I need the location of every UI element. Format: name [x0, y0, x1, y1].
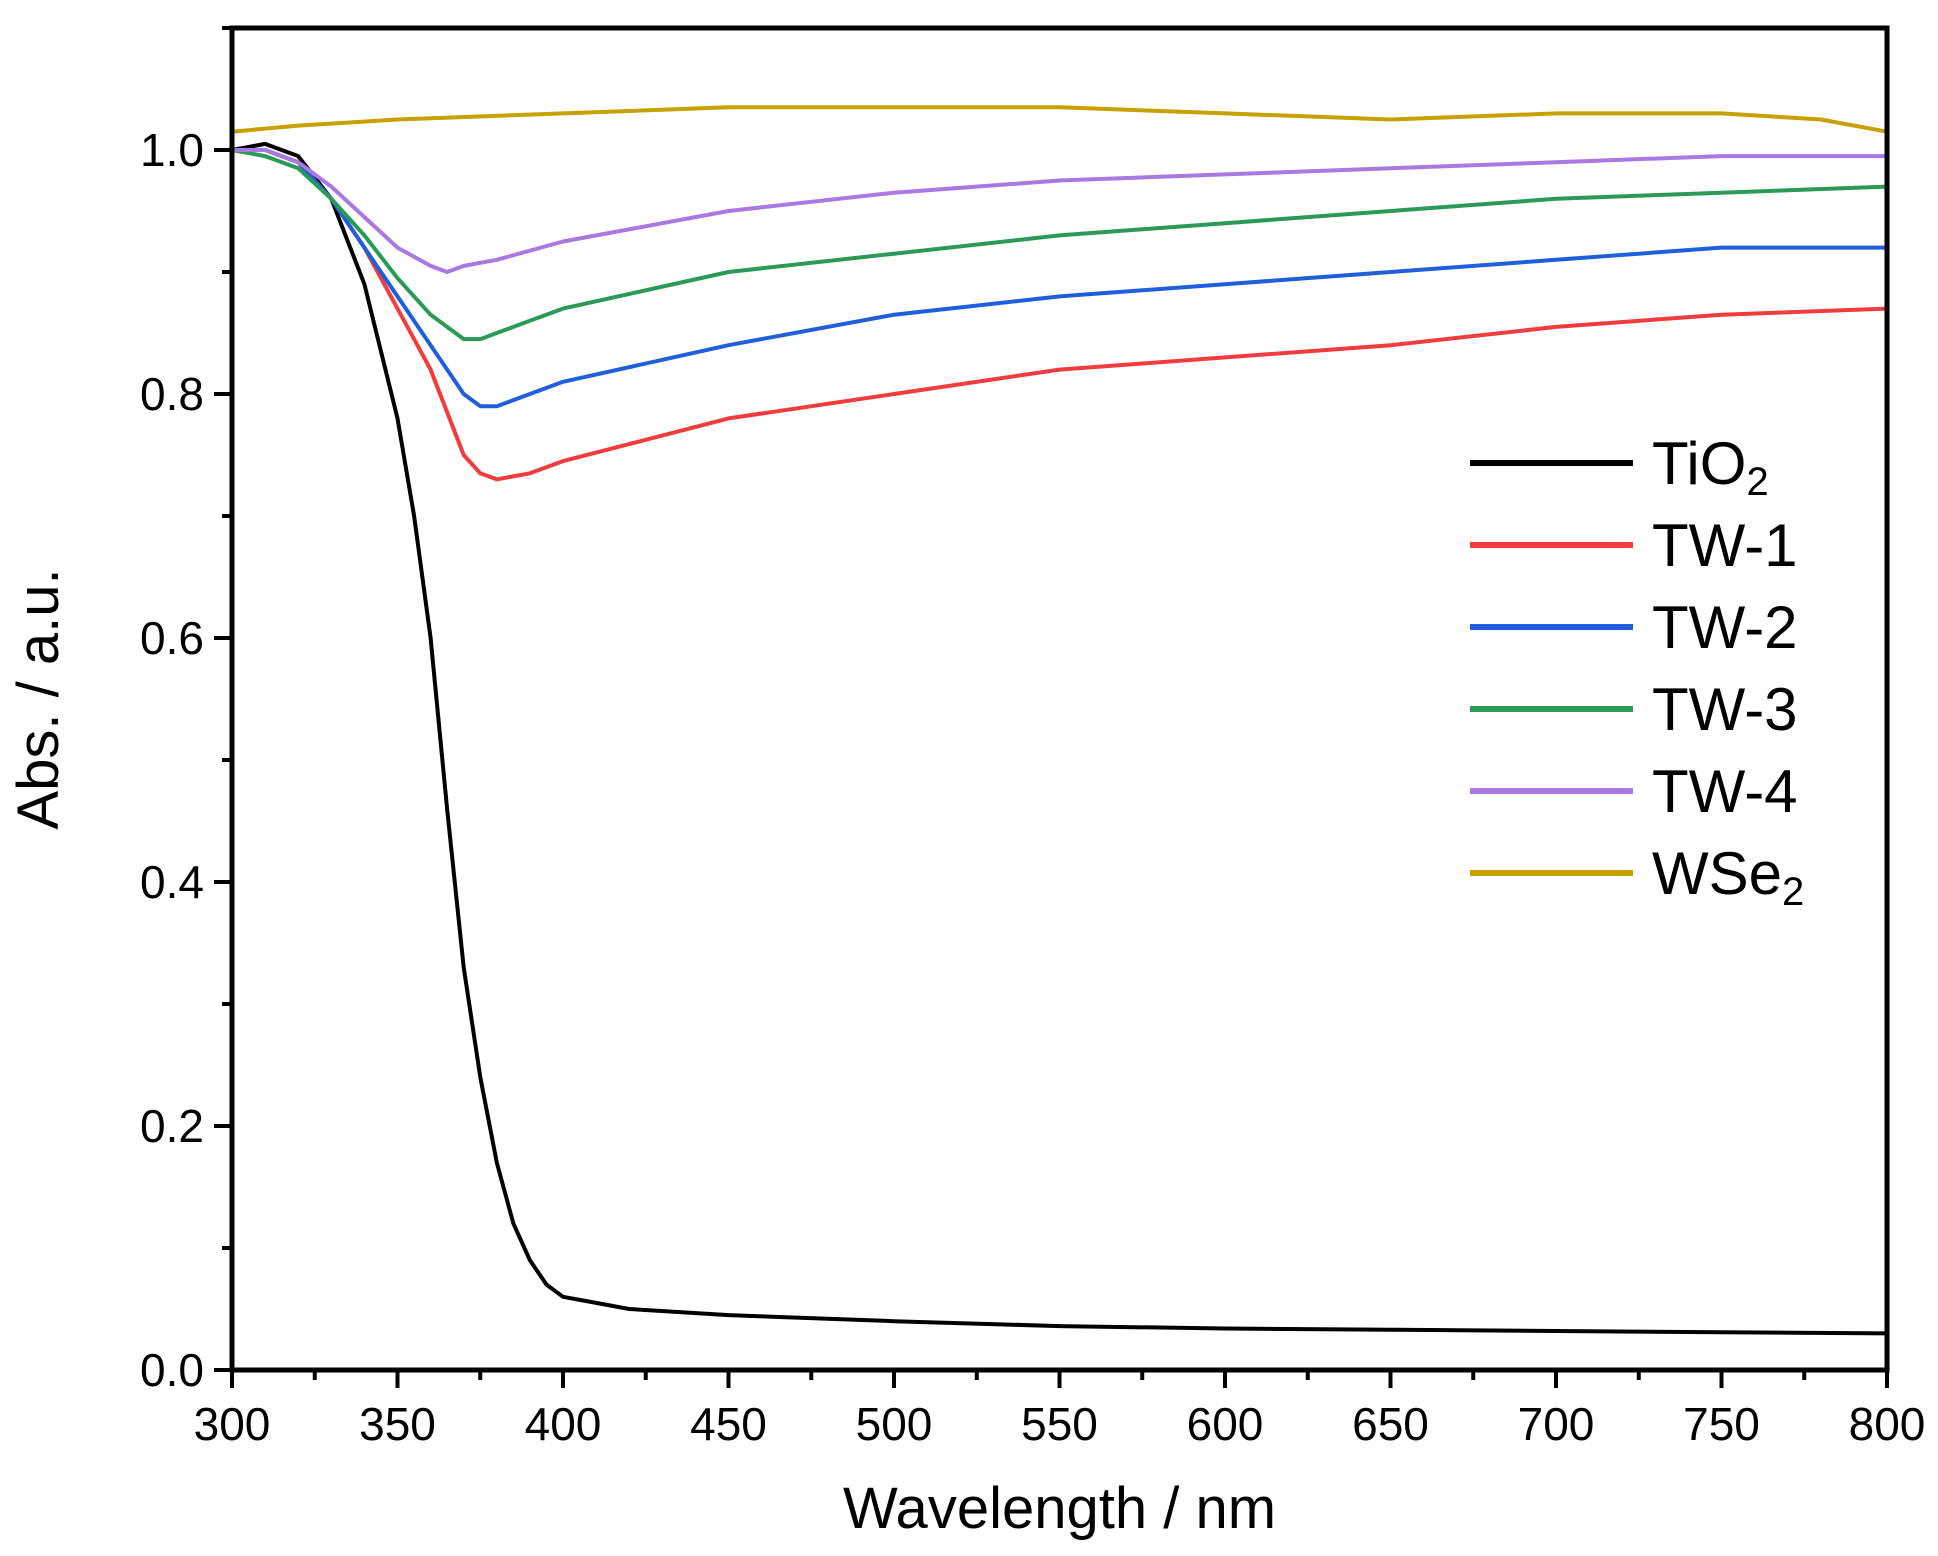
y-tick-label: 0.2: [140, 1100, 204, 1152]
y-tick-label: 0.4: [140, 856, 204, 908]
x-tick-label: 500: [856, 1398, 933, 1450]
x-tick-label: 450: [690, 1398, 767, 1450]
legend-label-2: TW-2: [1652, 594, 1798, 661]
legend-label-subscript: 2: [1746, 460, 1768, 504]
legend-label-subscript: 2: [1782, 870, 1804, 914]
legend-label-3: TW-3: [1652, 676, 1798, 743]
y-axis-title: Abs. / a.u.: [6, 568, 71, 829]
x-tick-label: 300: [194, 1398, 271, 1450]
y-axis-ticks: 0.0 0.2 0.4 0.6 0.8 1.0: [140, 26, 232, 1396]
series-line-5: [231, 105, 1888, 134]
series-line-4: [232, 148, 1887, 274]
legend-label-1: TW-1: [1652, 512, 1798, 579]
x-tick-label: 650: [1352, 1398, 1429, 1450]
y-tick-label: 0.8: [140, 368, 204, 420]
x-tick-label: 350: [359, 1398, 436, 1450]
series-line-3: [231, 148, 1888, 342]
x-tick-label: 750: [1683, 1398, 1760, 1450]
x-tick-label: 700: [1518, 1398, 1595, 1450]
x-tick-label: 600: [1187, 1398, 1264, 1450]
x-tick-label: 800: [1849, 1398, 1926, 1450]
x-axis-title: Wavelength / nm: [843, 1476, 1276, 1541]
series-line-0: [231, 141, 1888, 1336]
legend-label-4: TW-4: [1652, 758, 1798, 825]
x-tick-label: 400: [525, 1398, 602, 1450]
legend-label-5: WSe2: [1652, 840, 1804, 914]
y-tick-label: 1.0: [140, 124, 204, 176]
series-layer: [231, 105, 1888, 1336]
x-axis-ticks: 300 350 400 450 500 550 600 650 700 750 800: [194, 1370, 1926, 1450]
y-tick-label: 0.6: [140, 612, 204, 664]
x-tick-label: 550: [1021, 1398, 1098, 1450]
y-tick-label: 0.0: [140, 1344, 204, 1396]
